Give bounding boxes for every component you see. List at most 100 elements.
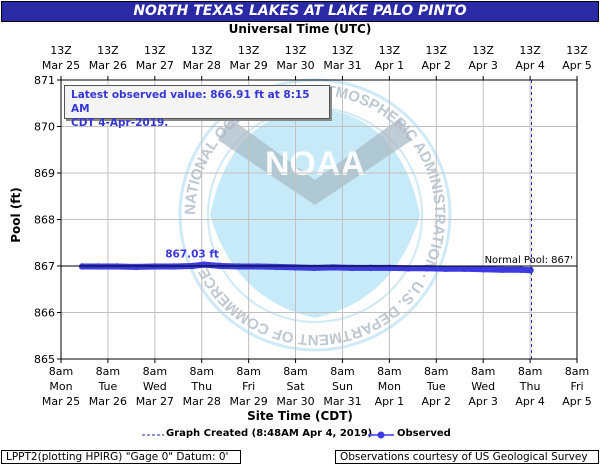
observed-point	[200, 261, 208, 268]
x-tick-label-top: Mar 29	[230, 59, 268, 72]
observed-point	[423, 265, 431, 272]
x-tick-label-top: 13Z	[425, 44, 447, 57]
x-tick-label-top: Mar 31	[323, 59, 361, 72]
x-tick-label-top: Mar 27	[136, 59, 174, 72]
x-tick-label-bottom: Fri	[570, 380, 583, 393]
x-tick-label-bottom: 8am	[565, 365, 589, 378]
latest-line-2: CDT 4-Apr-2019.	[71, 117, 169, 129]
legend: Graph Created (8:48AM Apr 4, 2019) Obser…	[0, 428, 600, 442]
x-tick-label-top: Apr 2	[422, 59, 452, 72]
x-tick-label-bottom: Sat	[287, 380, 306, 393]
observed-legend-icon	[368, 431, 394, 439]
x-tick-label-bottom: Wed	[143, 380, 167, 393]
x-tick-label-bottom: Mar 31	[323, 395, 361, 408]
x-tick-label-top: 13Z	[566, 44, 588, 57]
x-tick-label-bottom: Mar 25	[42, 395, 80, 408]
axes: 865 866 867 868 869 870 871 8am Mon Mar 25 8am Tue M…	[34, 44, 592, 408]
x-tick-label-bottom: Tue	[426, 380, 446, 393]
noaa-watermark-text: NOAA	[265, 145, 365, 183]
x-tick-label-bottom: 8am	[143, 365, 167, 378]
observed-point	[461, 265, 468, 272]
y-tick-label: 867	[34, 260, 55, 273]
x-tick-label-top: 13Z	[332, 44, 354, 57]
y-axis-label: Pool (ft)	[9, 187, 23, 243]
x-tick-label-top: 13Z	[285, 44, 307, 57]
annotations: Normal Pool: 867' 867.03 ft	[61, 80, 577, 359]
observed-legend: Observed	[397, 428, 451, 439]
y-tick-label: 870	[34, 121, 55, 134]
x-tick-label-top: Mar 26	[89, 59, 127, 72]
latest-value-box: Latest observed value: 866.91 ft at 8:15…	[64, 85, 330, 129]
x-tick-label-top: Mar 28	[183, 59, 221, 72]
observed-point	[498, 266, 506, 273]
normal-pool-label: Normal Pool: 867'	[485, 255, 573, 266]
x-tick-label-bottom: 8am	[424, 365, 448, 378]
x-tick-label-bottom: Wed	[471, 380, 495, 393]
x-tick-label-bottom: Sun	[332, 380, 353, 393]
x-tick-label-bottom: 8am	[377, 365, 401, 378]
x-tick-label-bottom: Mar 26	[89, 395, 127, 408]
x-tick-label-top: Mar 30	[276, 59, 314, 72]
x-tick-label-bottom: Apr 5	[562, 395, 592, 408]
x-tick-label-bottom: Mon	[378, 380, 401, 393]
x-tick-label-bottom: Mar 28	[183, 395, 221, 408]
observed-point	[273, 263, 280, 271]
observed-point	[292, 264, 299, 271]
y-tick-label: 869	[34, 167, 55, 180]
x-tick-label-bottom: Fri	[242, 380, 255, 393]
y-tick-label: 868	[34, 214, 55, 227]
observed-point	[329, 264, 337, 271]
x-tick-label-top: 13Z	[472, 44, 494, 57]
x-tick-label-top: Apr 5	[562, 59, 592, 72]
credits-footer: Observations courtesy of US Geological S…	[335, 450, 599, 464]
x-tick-label-bottom: Apr 2	[422, 395, 452, 408]
x-tick-label-top: Apr 3	[468, 59, 498, 72]
x-tick-label-bottom: Apr 4	[515, 395, 545, 408]
x-tick-label-bottom: 8am	[518, 365, 542, 378]
graph-created-legend: Graph Created (8:48AM Apr 4, 2019)	[166, 428, 373, 439]
graph-created-legend-icon	[142, 434, 164, 436]
x-tick-label-top: 13Z	[238, 44, 260, 57]
x-tick-label-top: 13Z	[379, 44, 401, 57]
gage-datum-footer: LPPT2(plotting HPIRG) "Gage 0" Datum: 0'	[1, 450, 241, 464]
x-tick-label-top: 13Z	[50, 44, 72, 57]
x-tick-label-bottom: Mon	[49, 380, 72, 393]
x-tick-label-bottom: 8am	[189, 365, 213, 378]
observed-point	[517, 266, 524, 273]
x-tick-label-top: Apr 1	[375, 59, 405, 72]
x-tick-label-bottom: Thu	[519, 380, 541, 393]
x-tick-label-bottom: Mar 30	[276, 395, 314, 408]
x-tick-label-bottom: Thu	[190, 380, 212, 393]
observed-point	[479, 266, 487, 273]
x-tick-label-bottom: Apr 1	[375, 395, 405, 408]
x-tick-label-bottom: 8am	[330, 365, 354, 378]
utc-axis-title: Universal Time (UTC)	[228, 22, 372, 36]
x-tick-label-bottom: 8am	[96, 365, 120, 378]
peak-label: 867.03 ft	[165, 249, 219, 261]
latest-line-1: Latest observed value: 866.91 ft at 8:15…	[71, 89, 310, 115]
x-tick-label-bottom: 8am	[49, 365, 73, 378]
x-tick-label-top: Apr 4	[515, 59, 545, 72]
x-tick-label-bottom: 8am	[471, 365, 495, 378]
x-tick-label-bottom: Apr 3	[468, 395, 498, 408]
x-tick-label-top: 13Z	[97, 44, 119, 57]
x-tick-label-bottom: Mar 29	[230, 395, 268, 408]
site-axis-title: Site Time (CDT)	[247, 409, 353, 423]
x-tick-label-top: Mar 25	[42, 59, 80, 72]
x-tick-label-bottom: Mar 27	[136, 395, 174, 408]
y-tick-label: 871	[34, 74, 55, 87]
observed-point	[442, 265, 449, 272]
y-tick-label: 865	[34, 353, 55, 366]
x-tick-label-bottom: Tue	[98, 380, 118, 393]
x-tick-label-top: 13Z	[191, 44, 213, 57]
x-tick-label-top: 13Z	[144, 44, 166, 57]
observed-point	[527, 266, 534, 274]
observed-point	[404, 265, 412, 272]
chart-title: NORTH TEXAS LAKES AT LAKE PALO PINTO	[1, 1, 599, 22]
y-tick-label: 866	[34, 307, 55, 320]
x-tick-label-top: 13Z	[519, 44, 541, 57]
observed-point	[132, 263, 140, 271]
x-tick-label-bottom: 8am	[236, 365, 260, 378]
x-tick-label-bottom: 8am	[283, 365, 307, 378]
